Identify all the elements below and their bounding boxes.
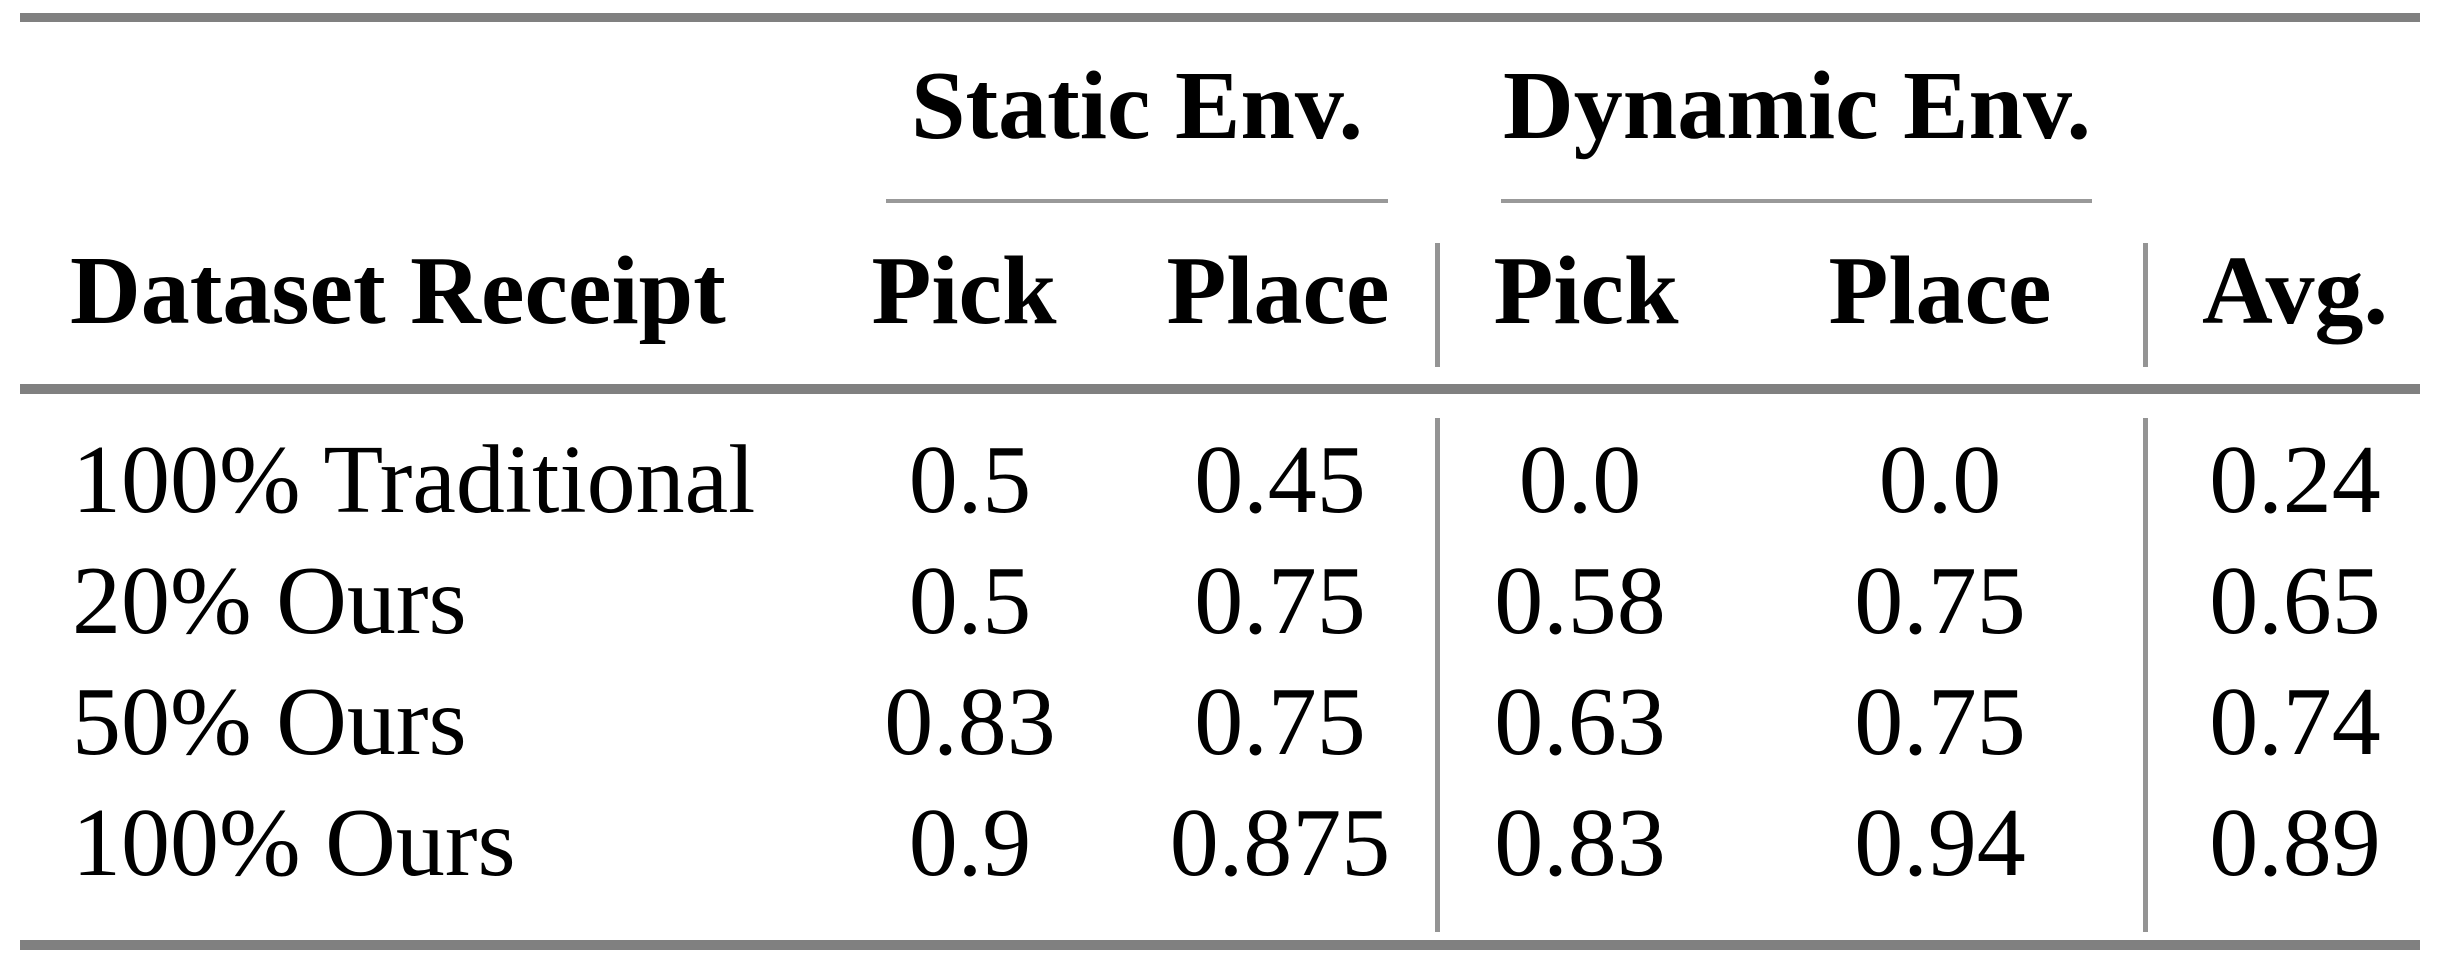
cell-static-place: 0.45 [1194,426,1366,534]
cell-static-pick: 0.5 [908,426,1032,534]
cell-static-place: 0.875 [1169,789,1391,897]
cell-avg: 0.65 [2209,547,2381,655]
cell-static-pick: 0.9 [908,789,1032,897]
cell-static-place: 0.75 [1194,547,1366,655]
cell-dynamic-place: 0.94 [1854,789,2026,897]
row-label: 50% Ours [72,668,467,776]
cell-avg: 0.89 [2209,789,2381,897]
cell-dynamic-pick: 0.0 [1518,426,1642,534]
table-mid-rule [20,384,2420,394]
cell-avg: 0.74 [2209,668,2381,776]
separator-static-dynamic-body [1435,418,1440,932]
static-env-cmidrule [886,199,1388,203]
group-header-static-env: Static Env. [911,52,1363,160]
group-header-dynamic-env: Dynamic Env. [1502,52,2092,160]
row-label: 20% Ours [72,547,467,655]
cell-avg: 0.24 [2209,426,2381,534]
cell-dynamic-pick: 0.63 [1494,668,1666,776]
table-bottom-rule [20,940,2420,950]
column-header-dynamic-place: Place [1828,237,2052,345]
row-label: 100% Traditional [72,426,756,534]
cell-static-pick: 0.83 [884,668,1056,776]
cell-dynamic-place: 0.0 [1878,426,2002,534]
dynamic-env-cmidrule [1501,199,2092,203]
column-header-dynamic-pick: Pick [1493,237,1679,345]
table-top-rule [20,13,2420,22]
row-label: 100% Ours [72,789,516,897]
cell-dynamic-place: 0.75 [1854,668,2026,776]
separator-dynamic-avg-header [2143,243,2148,367]
column-header-dataset-receipt: Dataset Receipt [70,237,726,345]
column-header-avg: Avg. [2202,237,2388,345]
cell-static-pick: 0.5 [908,547,1032,655]
cell-dynamic-pick: 0.83 [1494,789,1666,897]
separator-dynamic-avg-body [2143,418,2148,932]
cell-dynamic-place: 0.75 [1854,547,2026,655]
column-header-static-place: Place [1166,237,1390,345]
cell-dynamic-pick: 0.58 [1494,547,1666,655]
column-header-static-pick: Pick [871,237,1057,345]
separator-static-dynamic-header [1435,243,1440,367]
cell-static-place: 0.75 [1194,668,1366,776]
